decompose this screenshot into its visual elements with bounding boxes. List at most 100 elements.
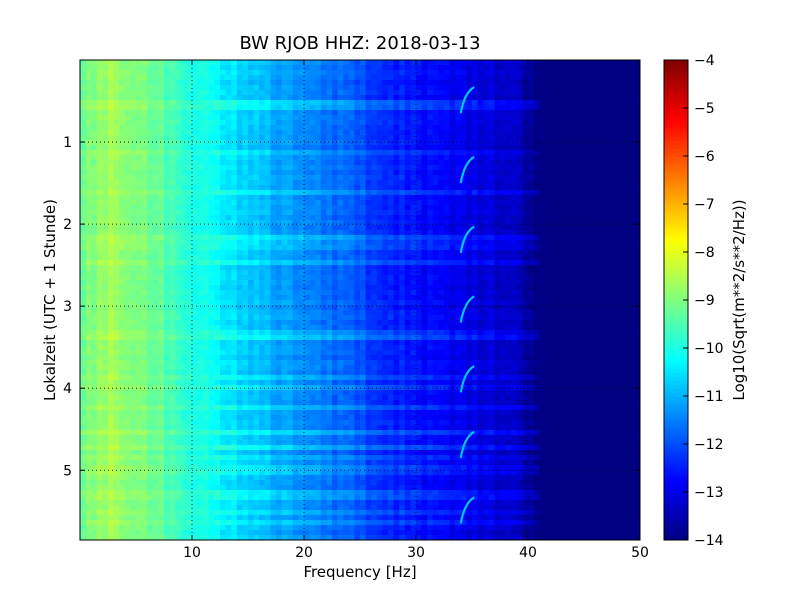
heatmap-cell	[242, 195, 249, 201]
heatmap-cell	[416, 150, 423, 156]
heatmap-cell	[444, 190, 451, 196]
heatmap-cell	[544, 100, 551, 106]
heatmap-cell	[152, 280, 159, 286]
heatmap-cell	[147, 305, 154, 311]
heatmap-cell	[556, 275, 563, 281]
heatmap-cell	[186, 100, 193, 106]
heatmap-cell	[203, 185, 210, 191]
heatmap-cell	[371, 60, 378, 66]
heatmap-cell	[102, 165, 109, 171]
heatmap-cell	[449, 250, 456, 256]
heatmap-cell	[595, 180, 602, 186]
heatmap-cell	[634, 95, 640, 101]
heatmap-cell	[248, 65, 255, 71]
heatmap-cell	[348, 260, 355, 266]
heatmap-cell	[253, 175, 260, 181]
heatmap-cell	[477, 145, 484, 151]
heatmap-cell	[192, 125, 199, 131]
heatmap-cell	[332, 210, 339, 216]
heatmap-cell	[500, 255, 507, 261]
heatmap-cell	[231, 100, 238, 106]
heatmap-cell	[578, 260, 585, 266]
heatmap-cell	[203, 245, 210, 251]
heatmap-cell	[158, 215, 165, 221]
heatmap-cell	[152, 145, 159, 151]
heatmap-cell	[623, 245, 630, 251]
heatmap-cell	[460, 255, 467, 261]
heatmap-cell	[180, 140, 187, 146]
heatmap-cell	[544, 90, 551, 96]
heatmap-cell	[617, 195, 624, 201]
heatmap-cell	[287, 140, 294, 146]
heatmap-cell	[455, 60, 462, 66]
heatmap-cell	[421, 240, 428, 246]
heatmap-cell	[528, 205, 535, 211]
heatmap-cell	[287, 75, 294, 81]
heatmap-cell	[348, 295, 355, 301]
heatmap-cell	[544, 105, 551, 111]
heatmap-cell	[438, 135, 445, 141]
heatmap-cell	[225, 200, 232, 206]
heatmap-cell	[124, 150, 131, 156]
heatmap-cell	[360, 125, 367, 131]
heatmap-cell	[376, 255, 383, 261]
heatmap-cell	[360, 230, 367, 236]
heatmap-cell	[511, 230, 518, 236]
heatmap-cell	[192, 120, 199, 126]
heatmap-cell	[287, 195, 294, 201]
heatmap-cell	[427, 180, 434, 186]
heatmap-cell	[528, 295, 535, 301]
heatmap-cell	[186, 140, 193, 146]
heatmap-cell	[466, 300, 473, 306]
heatmap-cell	[421, 245, 428, 251]
heatmap-cell	[292, 275, 299, 281]
heatmap-cell	[522, 120, 529, 126]
heatmap-cell	[119, 180, 126, 186]
heatmap-cell	[393, 240, 400, 246]
heatmap-cell	[505, 80, 512, 86]
heatmap-cell	[449, 230, 456, 236]
heatmap-cell	[236, 225, 243, 231]
heatmap-cell	[320, 295, 327, 301]
heatmap-cell	[309, 255, 316, 261]
heatmap-cell	[225, 270, 232, 276]
heatmap-cell	[544, 215, 551, 221]
heatmap-cell	[281, 180, 288, 186]
heatmap-cell	[572, 155, 579, 161]
heatmap-cell	[393, 180, 400, 186]
heatmap-cell	[522, 130, 529, 136]
heatmap-cell	[365, 230, 372, 236]
heatmap-cell	[332, 80, 339, 86]
heatmap-cell	[376, 170, 383, 176]
heatmap-cell	[376, 270, 383, 276]
heatmap-cell	[432, 60, 439, 66]
heatmap-cell	[444, 205, 451, 211]
heatmap-cell	[124, 75, 131, 81]
heatmap-cell	[85, 120, 92, 126]
heatmap-cell	[270, 210, 277, 216]
heatmap-cell	[567, 165, 574, 171]
heatmap-cell	[500, 170, 507, 176]
heatmap-cell	[348, 110, 355, 116]
heatmap-cell	[561, 205, 568, 211]
heatmap-cell	[270, 305, 277, 311]
heatmap-cell	[617, 185, 624, 191]
heatmap-cell	[119, 285, 126, 291]
heatmap-cell	[438, 305, 445, 311]
heatmap-cell	[326, 90, 333, 96]
heatmap-cell	[589, 155, 596, 161]
heatmap-cell	[186, 105, 193, 111]
heatmap-cell	[595, 70, 602, 76]
heatmap-cell	[343, 145, 350, 151]
heatmap-cell	[270, 90, 277, 96]
heatmap-cell	[533, 155, 540, 161]
heatmap-cell	[628, 270, 635, 276]
heatmap-cell	[466, 90, 473, 96]
heatmap-cell	[332, 225, 339, 231]
heatmap-cell	[164, 145, 171, 151]
heatmap-cell	[141, 220, 148, 226]
heatmap-cell	[494, 255, 501, 261]
heatmap-cell	[528, 100, 535, 106]
heatmap-cell	[432, 220, 439, 226]
heatmap-cell	[427, 185, 434, 191]
